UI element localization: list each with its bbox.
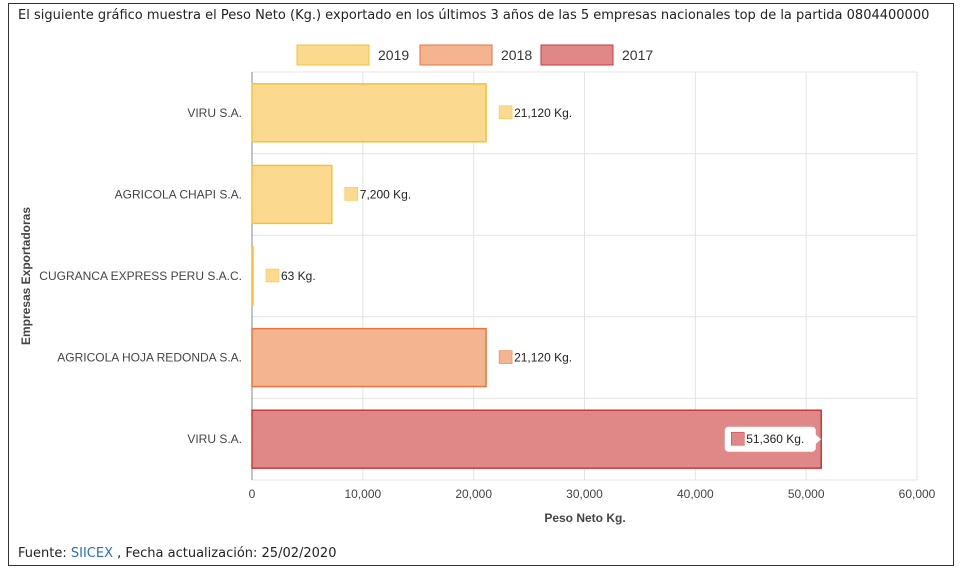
category-labels: VIRU S.A. AGRICOLA CHAPI S.A. CUGRANCA EXP… — [39, 106, 242, 446]
data-labels: 21,120 Kg. 7,200 Kg. 63 Kg. 21,120 Kg. 51,36… — [265, 105, 822, 452]
data-label-swatch — [344, 187, 359, 201]
bar-2019[interactable] — [251, 83, 487, 143]
legend-label-2019[interactable]: 2019 — [378, 47, 409, 63]
x-tick-label: 20,000 — [455, 487, 492, 501]
bar-2018[interactable] — [251, 327, 487, 388]
legend-label-2017[interactable]: 2017 — [622, 47, 653, 63]
x-tick-label: 30,000 — [566, 487, 603, 501]
bar-2019[interactable] — [251, 246, 254, 306]
data-label-swatch — [730, 431, 745, 446]
category-label: AGRICOLA HOJA REDONDA S.A. — [57, 351, 242, 365]
x-tick-label: 60,000 — [899, 487, 936, 501]
x-tick-label: 10,000 — [344, 487, 381, 501]
x-tick-label: 50,000 — [788, 487, 825, 501]
source-label: Fuente: — [18, 546, 67, 561]
data-label: 21,120 Kg. — [514, 351, 572, 365]
category-label: CUGRANCA EXPRESS PERU S.A.C. — [39, 269, 242, 283]
data-label-pointer — [815, 434, 822, 445]
chart-legend: 2019 2018 2017 — [296, 44, 653, 66]
data-label-swatch — [265, 268, 280, 283]
x-tick-label: 0 — [249, 487, 256, 501]
y-axis-label: Empresas Exportadoras — [19, 207, 33, 345]
legend-swatch-2019[interactable] — [296, 44, 370, 66]
update-text: , Fecha actualización: 25/02/2020 — [117, 546, 337, 561]
data-label: 51,360 Kg. — [746, 432, 804, 446]
legend-swatch-2018[interactable] — [419, 44, 493, 66]
x-tick-label: 40,000 — [677, 487, 714, 501]
bar-2019[interactable] — [251, 164, 333, 225]
data-label: 63 Kg. — [281, 269, 316, 283]
data-label: 21,120 Kg. — [514, 106, 572, 120]
legend-label-2018[interactable]: 2018 — [501, 47, 532, 63]
data-label-swatch — [498, 350, 513, 364]
x-axis-label: Peso Neto Kg. — [544, 511, 625, 525]
category-label: VIRU S.A. — [187, 106, 242, 120]
category-label: VIRU S.A. — [187, 432, 242, 446]
chart-grid — [251, 71, 918, 481]
footer: Fuente: SIICEX , Fecha actualización: 25… — [18, 546, 336, 561]
legend-swatch-2017[interactable] — [540, 44, 614, 66]
data-label: 7,200 Kg. — [360, 187, 411, 201]
source-link[interactable]: SIICEX — [70, 546, 113, 561]
category-label: AGRICOLA CHAPI S.A. — [115, 187, 242, 201]
data-label-swatch — [498, 105, 513, 120]
x-tick-labels: 0 10,000 20,000 30,000 40,000 50,000 60,000 — [249, 487, 936, 501]
chart-bars — [251, 83, 822, 469]
chart-description: El siguiente gráfico muestra el Peso Net… — [18, 8, 930, 23]
